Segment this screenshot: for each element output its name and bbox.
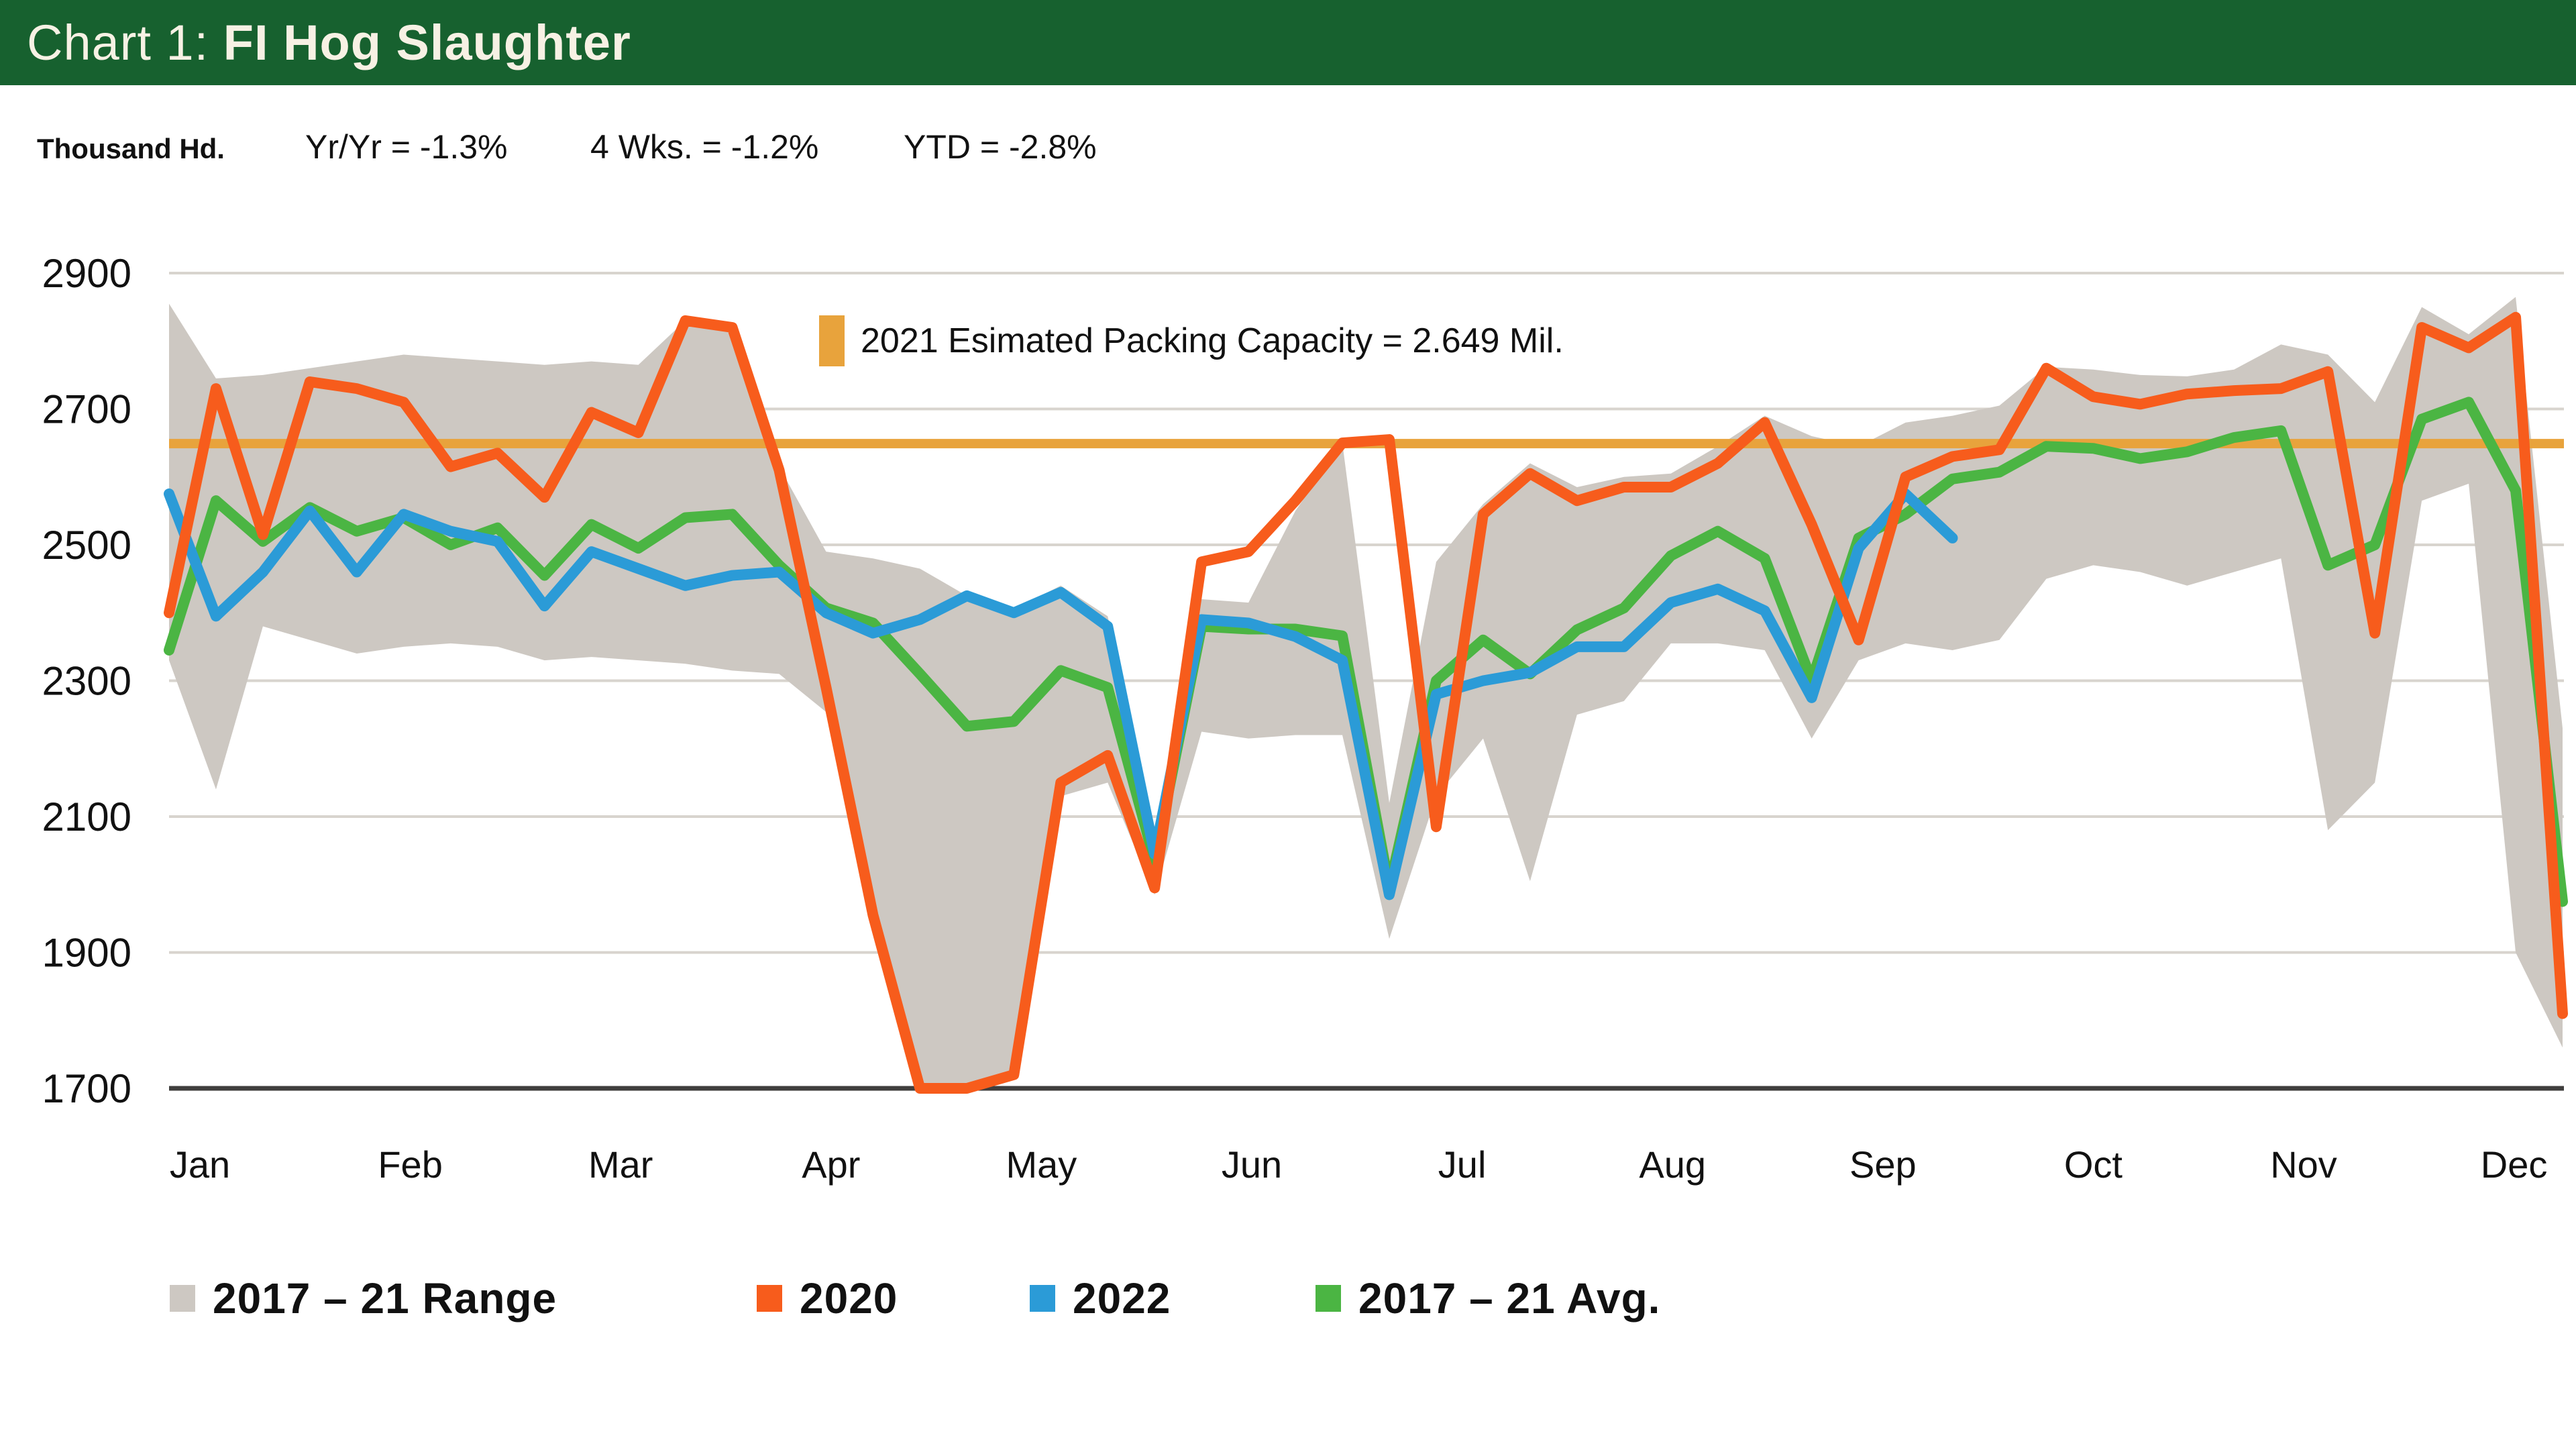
x-tick-label-May: May [1006,1143,1077,1186]
range-swatch-icon [170,1285,195,1312]
x-tick-label-Jun: Jun [1222,1143,1282,1186]
page-title: Chart 1: FI Hog Slaughter [27,14,631,71]
legend-label-2022: 2022 [1073,1274,1171,1323]
series-avg-swatch-icon [1316,1285,1341,1312]
legend-item-range: 2017 – 21 Range [170,1274,557,1323]
series-2022-swatch-icon [1030,1285,1055,1312]
y-tick-label-2900: 2900 [42,251,131,296]
stat-ytd: YTD = -2.8% [904,128,1097,166]
x-tick-label-Mar: Mar [588,1143,653,1186]
x-tick-label-Jul: Jul [1438,1143,1487,1186]
legend-label-range: 2017 – 21 Range [213,1274,557,1323]
chart-title: FI Hog Slaughter [223,15,631,70]
y-tick-label-2300: 2300 [42,659,131,704]
header-bar: Chart 1: FI Hog Slaughter [0,0,2576,85]
y-axis-unit-label: Thousand Hd. [37,133,225,164]
x-tick-label-Oct: Oct [2064,1143,2123,1186]
legend-item-2022: 2022 [1030,1274,1171,1323]
x-tick-label-Feb: Feb [378,1143,443,1186]
y-tick-label-2100: 2100 [42,794,131,839]
x-tick-label-Nov: Nov [2270,1143,2337,1186]
chart-number-label: Chart 1: [27,15,223,70]
x-tick-label-Sep: Sep [1849,1143,1917,1186]
y-tick-label-1900: 1900 [42,931,131,976]
x-tick-label-Aug: Aug [1639,1143,1706,1186]
y-tick-label-2500: 2500 [42,523,131,568]
capacity-annotation-label: 2021 Esimated Packing Capacity = 2.649 M… [861,321,1564,360]
series-2020-swatch-icon [757,1285,782,1312]
x-tick-label-Jan: Jan [170,1143,230,1186]
legend-item-2020: 2020 [757,1274,898,1323]
x-tick-label-Dec: Dec [2481,1143,2548,1186]
capacity-annotation: 2021 Esimated Packing Capacity = 2.649 M… [819,315,1564,366]
stat-four-weeks: 4 Wks. = -1.2% [590,128,819,166]
range-band [169,297,2563,1088]
legend-item-avg: 2017 – 21 Avg. [1316,1274,1660,1323]
x-tick-label-Apr: Apr [802,1143,860,1186]
series-line-2020 [164,311,2568,1094]
y-tick-label-1700: 1700 [42,1066,131,1111]
legend-label-avg: 2017 – 21 Avg. [1358,1274,1661,1323]
capacity-swatch-icon [819,315,845,366]
stat-year-over-year: Yr/Yr = -1.3% [305,128,508,166]
y-tick-label-2700: 2700 [42,387,131,432]
series-line-2022 [164,488,1958,900]
legend-label-2020: 2020 [800,1274,898,1323]
